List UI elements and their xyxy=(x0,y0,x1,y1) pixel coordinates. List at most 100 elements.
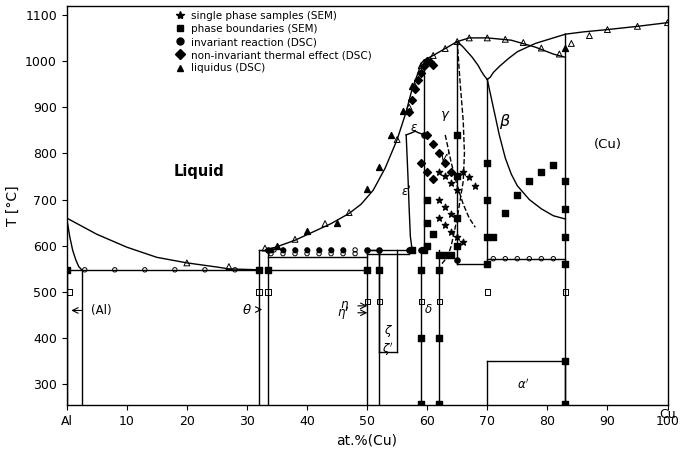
Point xyxy=(301,227,312,235)
Point xyxy=(427,61,438,68)
Point xyxy=(434,214,445,222)
Point xyxy=(416,298,427,305)
Text: $\delta$: $\delta$ xyxy=(424,303,433,316)
Point xyxy=(440,159,451,166)
Point xyxy=(416,335,427,342)
Point xyxy=(470,182,481,189)
Point xyxy=(277,246,288,254)
Point xyxy=(416,400,427,407)
Point xyxy=(482,196,493,203)
Point xyxy=(403,108,414,116)
Point xyxy=(482,289,493,296)
Point xyxy=(434,196,445,203)
Point xyxy=(451,173,462,180)
Point xyxy=(602,26,613,33)
Point xyxy=(422,196,433,203)
Text: $\gamma'$: $\gamma'$ xyxy=(439,149,451,167)
Text: $\zeta$: $\zeta$ xyxy=(384,323,393,339)
Point xyxy=(269,246,279,254)
Point xyxy=(410,85,421,92)
Point xyxy=(451,234,462,241)
Point xyxy=(325,246,336,254)
Point xyxy=(110,266,121,274)
Point xyxy=(451,187,462,194)
Point xyxy=(451,214,462,222)
Point xyxy=(434,266,445,274)
Point xyxy=(464,34,475,42)
Text: Liquid: Liquid xyxy=(173,164,224,179)
Point xyxy=(524,255,535,262)
Point xyxy=(446,251,457,259)
Text: Cu: Cu xyxy=(659,409,676,421)
Point xyxy=(425,58,436,66)
Point xyxy=(560,178,571,185)
Point xyxy=(338,250,349,257)
Point xyxy=(271,242,282,250)
Point xyxy=(253,266,264,274)
Point xyxy=(662,19,673,26)
Point xyxy=(536,255,547,262)
Point xyxy=(373,164,384,171)
Point xyxy=(451,242,462,250)
Point xyxy=(349,246,360,254)
Point xyxy=(403,104,414,111)
Point xyxy=(290,246,301,254)
Point xyxy=(290,250,301,257)
Point xyxy=(536,44,547,52)
Point xyxy=(536,168,547,175)
Point xyxy=(262,247,273,254)
Point xyxy=(500,36,511,43)
Point xyxy=(338,246,349,254)
Point xyxy=(290,236,301,243)
Point xyxy=(362,186,373,193)
Point xyxy=(325,250,336,257)
Point xyxy=(464,174,475,181)
Y-axis label: T [°C]: T [°C] xyxy=(5,185,20,226)
Point xyxy=(560,289,571,296)
Point xyxy=(451,38,462,45)
Text: $\varepsilon'$: $\varepsilon'$ xyxy=(401,184,412,198)
Point xyxy=(325,246,336,254)
Point xyxy=(422,168,433,175)
Point xyxy=(314,250,325,257)
Point xyxy=(338,246,349,254)
Text: $\theta$: $\theta$ xyxy=(242,303,252,317)
Point xyxy=(416,159,427,166)
Point xyxy=(427,175,438,183)
Point xyxy=(434,168,445,175)
Point xyxy=(416,62,427,69)
Legend: single phase samples (SEM), phase boundaries (SEM), invariant reaction (DSC), no: single phase samples (SEM), phase bounda… xyxy=(174,11,371,73)
Point xyxy=(362,246,373,254)
Point xyxy=(440,222,451,229)
Point xyxy=(229,266,240,274)
Point xyxy=(518,39,529,46)
Point xyxy=(446,168,457,175)
Point xyxy=(440,203,451,210)
Point xyxy=(301,250,312,257)
Point xyxy=(407,246,418,254)
Point xyxy=(560,260,571,268)
Point xyxy=(446,228,457,236)
Point xyxy=(451,131,462,139)
Point xyxy=(301,246,312,254)
Point xyxy=(524,178,535,185)
Point xyxy=(427,231,438,238)
Point xyxy=(416,266,427,274)
Point xyxy=(566,40,577,47)
Point xyxy=(253,266,264,274)
Point xyxy=(434,251,445,259)
Point xyxy=(440,173,451,180)
Point xyxy=(412,77,423,84)
Point xyxy=(407,83,418,90)
Point xyxy=(64,289,75,296)
Point xyxy=(301,246,312,254)
Point xyxy=(548,255,559,262)
Point xyxy=(277,250,288,257)
Point xyxy=(560,205,571,212)
Point xyxy=(560,400,571,407)
Point xyxy=(407,96,418,104)
Point xyxy=(277,246,288,254)
Point xyxy=(422,131,433,139)
Point xyxy=(290,246,301,254)
Point xyxy=(344,209,355,216)
